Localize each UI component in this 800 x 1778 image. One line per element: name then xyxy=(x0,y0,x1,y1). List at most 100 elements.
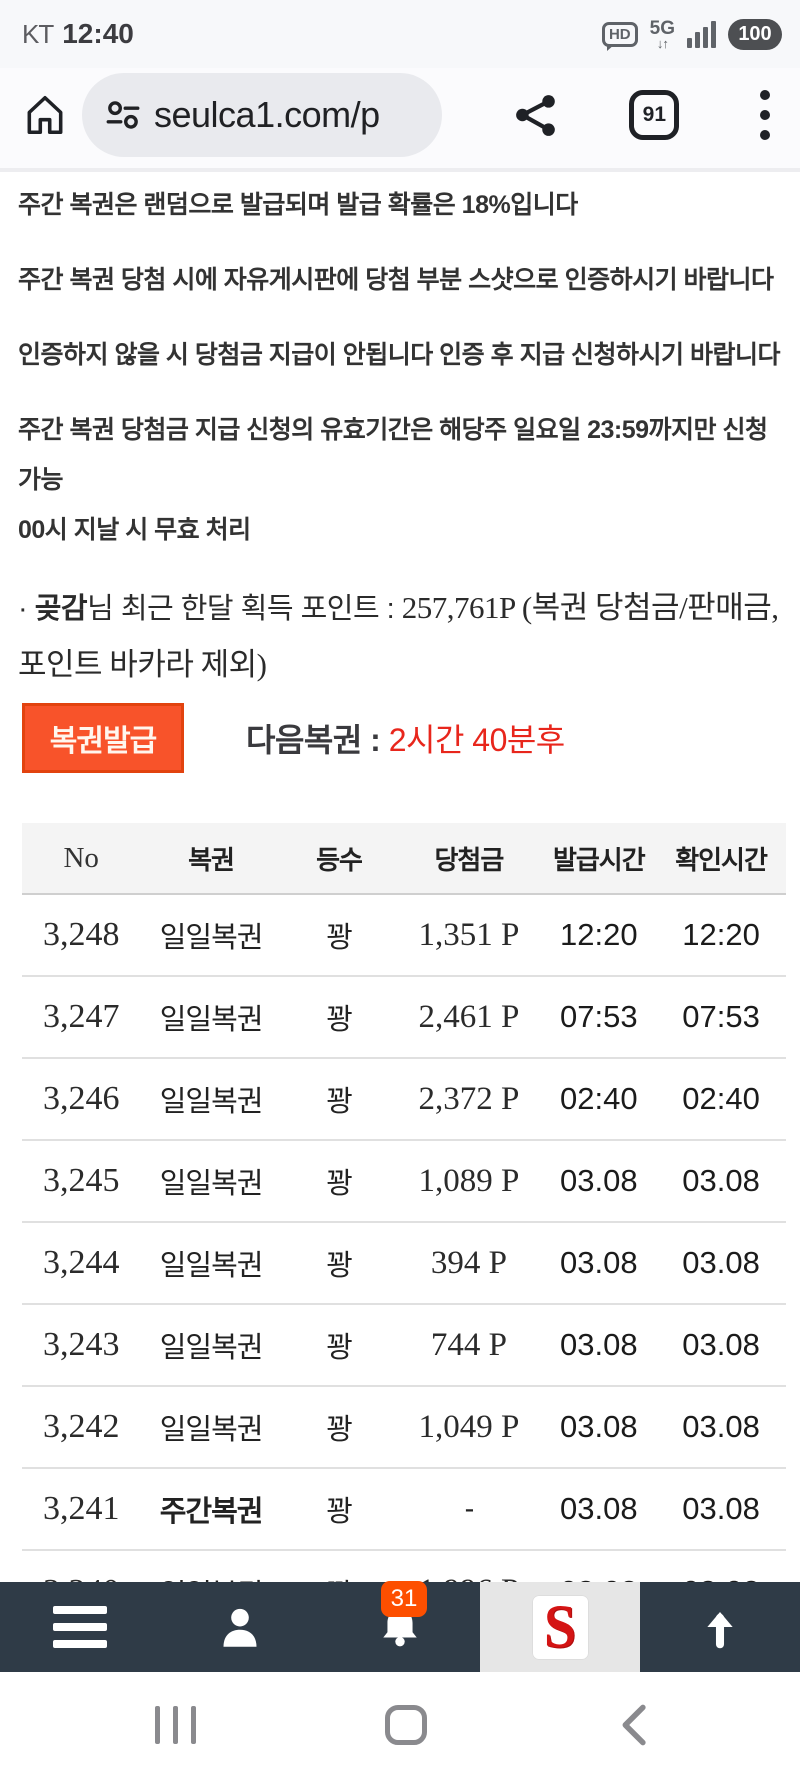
home-nav-button[interactable] xyxy=(385,1705,427,1745)
header-issued-time: 발급시간 xyxy=(541,823,657,895)
notice-line: 인증하지 않을 시 당첨금 지급이 안됩니다 인증 후 지급 신청하시기 바랍니… xyxy=(18,341,780,369)
cell-no: 3,243 xyxy=(22,1304,141,1387)
5g-network-icon: 5G ↓↑ xyxy=(650,19,675,50)
cell-no: 3,242 xyxy=(22,1386,141,1469)
cell-checked-time: 07:53 xyxy=(656,976,786,1059)
next-lottery-countdown: 다음복권 : 2시간 40분후 xyxy=(246,715,565,761)
cell-prize: 394 P xyxy=(396,1222,542,1305)
cell-issued-time: 03.08 xyxy=(541,1304,657,1387)
browser-menu-button[interactable] xyxy=(750,86,780,144)
cell-issued-time: 03.08 xyxy=(541,1222,657,1305)
back-chevron-icon xyxy=(622,1704,646,1746)
cell-rank: 꽝 xyxy=(281,894,397,977)
table-row: 3,246 일일복권 꽝 2,372 P 02:40 02:40 xyxy=(22,1058,786,1141)
back-button[interactable] xyxy=(616,1703,650,1747)
cell-rank: 꽝 xyxy=(281,1468,397,1551)
cell-issued-time: 02:40 xyxy=(541,1058,657,1141)
up-arrow-icon xyxy=(707,1612,733,1649)
site-logo-button[interactable]: S xyxy=(480,1582,640,1672)
profile-button[interactable] xyxy=(160,1582,320,1672)
header-no: No xyxy=(22,823,141,895)
points-note: (복권 당첨금/판매금, 포인트 바카라 제외) xyxy=(18,590,779,682)
header-prize: 당첨금 xyxy=(396,823,542,895)
table-row: 3,241 주간복권 꽝 - 03.08 03.08 xyxy=(22,1468,786,1551)
network-arrows-icon: ↓↑ xyxy=(656,35,669,51)
cell-rank: 꽝 xyxy=(281,1140,397,1223)
notification-badge: 31 xyxy=(381,1580,427,1617)
cell-checked-time: 12:20 xyxy=(656,894,786,977)
cell-prize: - xyxy=(396,1468,542,1551)
cell-lottery-type: 일일복권 xyxy=(140,976,282,1059)
username: 곶감 xyxy=(34,593,88,625)
tab-switcher-button[interactable]: 91 xyxy=(629,90,680,140)
next-lottery-label: 다음복권 : xyxy=(246,722,389,758)
notice-line: 주간 복권 당첨 시에 자유게시판에 당첨 부분 스샷으로 인증하시기 바랍니다 xyxy=(18,266,774,294)
cell-rank: 꽝 xyxy=(281,1386,397,1469)
cell-issued-time: 03.08 xyxy=(541,1140,657,1223)
cell-no: 3,241 xyxy=(22,1468,141,1551)
table-header-row: No 복권 등수 당첨금 발급시간 확인시간 xyxy=(22,823,786,895)
site-logo-s: S xyxy=(543,1592,577,1661)
status-right: HD 5G ↓↑ 100 xyxy=(601,18,782,51)
menu-button[interactable] xyxy=(0,1582,160,1672)
notice-line: 주간 복권은 랜덤으로 발급되며 발급 확률은 18%입니다 xyxy=(18,191,578,219)
next-lottery-time: 2시간 40분후 xyxy=(388,722,566,758)
network-label: 5G xyxy=(649,17,675,39)
recent-apps-button[interactable] xyxy=(155,1706,196,1744)
browser-toolbar: seulca1.com/p 91 xyxy=(0,68,800,172)
hamburger-icon xyxy=(53,1606,107,1648)
clock: 12:40 xyxy=(62,18,134,49)
recent-apps-icon xyxy=(155,1706,196,1744)
points-amount: 257,761P xyxy=(401,590,515,625)
table-row: 3,247 일일복권 꽝 2,461 P 07:53 07:53 xyxy=(22,976,786,1059)
cell-issued-time: 03.08 xyxy=(541,1468,657,1551)
cell-lottery-type: 일일복권 xyxy=(140,894,282,977)
monthly-points-summary: · 곶감님 최근 한달 획득 포인트 : 257,761P (복권 당첨금/판매… xyxy=(18,580,782,694)
signal-strength-icon xyxy=(687,20,716,48)
lottery-notice: 주간 복권은 랜덤으로 발급되며 발급 확률은 18%입니다 주간 복권 당첨 … xyxy=(18,180,782,555)
kebab-dot xyxy=(760,130,771,140)
cell-no: 3,246 xyxy=(22,1058,141,1141)
home-nav-icon xyxy=(385,1705,427,1745)
carrier-label: KT xyxy=(22,19,54,49)
cell-no: 3,248 xyxy=(22,894,141,977)
cell-checked-time: 03.08 xyxy=(656,1140,786,1223)
notice-line: 00시 지날 시 무효 처리 xyxy=(18,516,251,544)
cell-lottery-type: 주간복권 xyxy=(140,1468,282,1551)
cell-lottery-type: 일일복권 xyxy=(140,1222,282,1305)
cell-lottery-type: 일일복권 xyxy=(140,1058,282,1141)
cell-no: 3,244 xyxy=(22,1222,141,1305)
cell-no: 3,247 xyxy=(22,976,141,1059)
table-row: 3,245 일일복권 꽝 1,089 P 03.08 03.08 xyxy=(22,1140,786,1223)
cell-rank: 꽝 xyxy=(281,1222,397,1305)
cell-prize: 1,351 P xyxy=(396,894,542,977)
cell-prize: 1,049 P xyxy=(396,1386,542,1469)
url-text: seulca1.com/p xyxy=(154,94,380,135)
cell-lottery-type: 일일복권 xyxy=(140,1386,282,1469)
page-content: 주간 복권은 랜덤으로 발급되며 발급 확률은 18%입니다 주간 복권 당첨 … xyxy=(0,172,800,1632)
home-icon xyxy=(27,95,63,135)
table-row: 3,243 일일복권 꽝 744 P 03.08 03.08 xyxy=(22,1304,786,1387)
person-icon xyxy=(223,1608,257,1647)
cell-checked-time: 03.08 xyxy=(656,1304,786,1387)
cell-rank: 꽝 xyxy=(281,1304,397,1387)
cell-checked-time: 03.08 xyxy=(656,1468,786,1551)
points-text: 님 최근 한달 획득 포인트 : xyxy=(87,593,402,625)
cell-issued-time: 07:53 xyxy=(541,976,657,1059)
site-bottom-bar: 31 S xyxy=(0,1580,800,1672)
header-checked-time: 확인시간 xyxy=(656,823,786,895)
issue-row: 복권발급 다음복권 : 2시간 40분후 xyxy=(22,702,782,774)
scroll-to-top-button[interactable] xyxy=(640,1582,800,1672)
system-navigation-bar xyxy=(0,1672,800,1778)
cell-lottery-type: 일일복권 xyxy=(140,1140,282,1223)
notifications-button[interactable]: 31 xyxy=(320,1580,480,1672)
home-button[interactable] xyxy=(22,92,68,138)
status-bar: KT 12:40 HD 5G ↓↑ 100 xyxy=(0,0,800,68)
share-button[interactable] xyxy=(513,92,559,138)
issue-lottery-button[interactable]: 복권발급 xyxy=(22,703,184,773)
table-row: 3,248 일일복권 꽝 1,351 P 12:20 12:20 xyxy=(22,894,786,977)
url-bar[interactable]: seulca1.com/p xyxy=(82,73,442,157)
header-rank: 등수 xyxy=(281,823,397,895)
status-left: KT 12:40 xyxy=(22,18,134,50)
kebab-dot xyxy=(760,90,771,100)
